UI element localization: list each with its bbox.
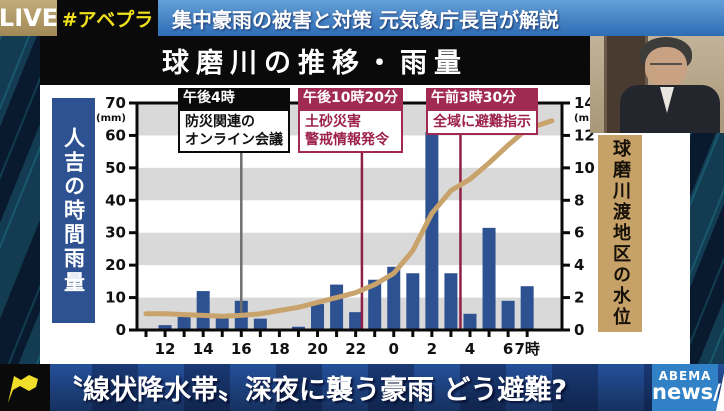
svg-text:16: 16 bbox=[231, 340, 252, 358]
flag-icon bbox=[8, 374, 38, 403]
event-label: 土砂災害 警戒情報発令 bbox=[298, 109, 403, 153]
svg-text:(m): (m) bbox=[574, 113, 594, 124]
event-label-line: 防災関連の bbox=[185, 114, 255, 130]
event-time: 午前3時30分 bbox=[426, 88, 538, 109]
svg-text:2: 2 bbox=[427, 340, 437, 358]
svg-text:6: 6 bbox=[503, 340, 513, 358]
svg-text:0: 0 bbox=[116, 321, 126, 339]
logo-news-text: news/ bbox=[652, 380, 721, 404]
event-label: 全域に避難指示 bbox=[426, 109, 538, 135]
svg-text:4: 4 bbox=[574, 256, 584, 274]
svg-text:8: 8 bbox=[574, 191, 584, 209]
svg-text:(mm): (mm) bbox=[96, 113, 126, 124]
svg-text:70: 70 bbox=[105, 94, 126, 112]
event-time: 午後10時20分 bbox=[298, 88, 403, 109]
svg-text:18: 18 bbox=[269, 340, 290, 358]
bottom-banner: 〝線状降水帯〟深夜に襲う豪雨 どう避難? ABEMA news/ bbox=[0, 364, 724, 411]
svg-text:0: 0 bbox=[389, 340, 399, 358]
event-box-sediment-warning: 午後10時20分 土砂災害 警戒情報発令 bbox=[298, 88, 403, 153]
event-time: 午後4時 bbox=[178, 88, 290, 109]
guest-face bbox=[645, 47, 687, 87]
abema-news-logo: ABEMA news/ bbox=[652, 364, 721, 411]
svg-text:40: 40 bbox=[105, 191, 126, 209]
svg-text:10: 10 bbox=[574, 159, 595, 177]
svg-text:2: 2 bbox=[574, 289, 584, 307]
svg-text:6: 6 bbox=[574, 224, 584, 242]
event-label-line: オンライン会議 bbox=[185, 132, 283, 148]
left-axis-title: 人吉の時間雨量 bbox=[61, 126, 86, 295]
bottom-headline: 〝線状降水帯〟深夜に襲う豪雨 どう避難? bbox=[56, 375, 568, 406]
svg-text:60: 60 bbox=[105, 126, 126, 144]
event-box-online-meeting: 午後4時 防災関連の オンライン会議 bbox=[178, 88, 290, 153]
svg-text:12: 12 bbox=[155, 340, 176, 358]
svg-text:20: 20 bbox=[307, 340, 328, 358]
right-axis-title: 球磨川渡地区の水位 bbox=[610, 139, 631, 328]
svg-text:30: 30 bbox=[105, 224, 126, 242]
left-axis-label-box: 人吉の時間雨量 bbox=[52, 98, 95, 323]
guest-glasses bbox=[650, 63, 682, 71]
broadcast-topbar: LIVE #アベプラ 集中豪雨の被害と対策 元気象庁長官が解説 bbox=[0, 0, 724, 36]
right-axis-label-box: 球磨川渡地区の水位 bbox=[598, 135, 642, 332]
svg-text:4: 4 bbox=[465, 340, 475, 358]
event-label-line: 全域に避難指示 bbox=[433, 114, 531, 130]
svg-text:14: 14 bbox=[193, 340, 214, 358]
live-badge: LIVE bbox=[0, 0, 58, 36]
svg-text:22: 22 bbox=[345, 340, 366, 358]
svg-text:10: 10 bbox=[105, 289, 126, 307]
event-box-evacuation-order: 午前3時30分 全域に避難指示 bbox=[426, 88, 538, 135]
guest-video-feed bbox=[590, 33, 724, 133]
svg-text:50: 50 bbox=[105, 159, 126, 177]
logo-abema-text: ABEMA bbox=[658, 369, 712, 383]
svg-text:12: 12 bbox=[574, 126, 595, 144]
svg-text:7時: 7時 bbox=[514, 340, 539, 358]
chart-title: 球磨川の推移・雨量 bbox=[162, 48, 468, 79]
flag-badge bbox=[0, 364, 50, 411]
svg-text:0: 0 bbox=[574, 321, 584, 339]
event-label-line: 土砂災害 bbox=[305, 114, 361, 130]
topbar-headline: 集中豪雨の被害と対策 元気象庁長官が解説 bbox=[158, 0, 724, 36]
hashtag-badge: #アベプラ bbox=[57, 0, 158, 36]
event-label: 防災関連の オンライン会議 bbox=[178, 109, 290, 153]
svg-text:14: 14 bbox=[574, 94, 595, 112]
event-label-line: 警戒情報発令 bbox=[305, 132, 389, 148]
chart-title-bar: 球磨川の推移・雨量 bbox=[40, 36, 590, 85]
svg-text:20: 20 bbox=[105, 256, 126, 274]
